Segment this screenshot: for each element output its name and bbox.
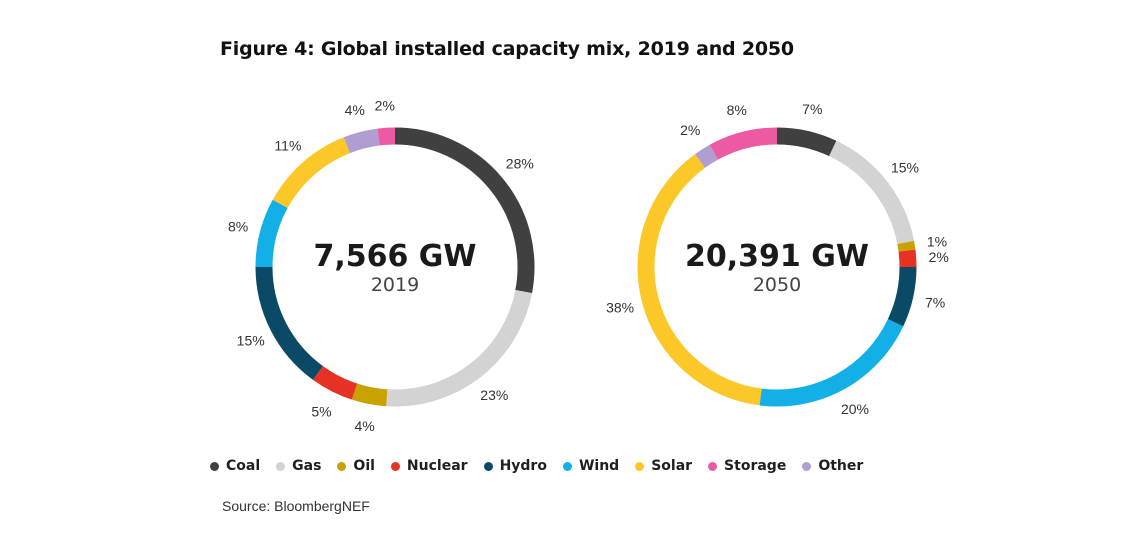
segment-coal	[394, 127, 535, 294]
legend-label: Oil	[353, 458, 375, 474]
legend-label: Solar	[651, 458, 693, 474]
legend-marker	[337, 461, 347, 471]
legend-marker	[562, 461, 572, 471]
segment-solar	[637, 154, 762, 406]
segment-solar	[272, 137, 351, 209]
legend-label: Other	[818, 458, 864, 474]
data-label-solar: 11%	[274, 138, 301, 154]
source-note: Source: BloombergNEF	[222, 498, 370, 514]
data-label-nuclear: 2%	[929, 249, 949, 265]
segment-wind	[255, 199, 288, 268]
legend-marker	[210, 461, 219, 471]
segment-nuclear	[898, 249, 917, 268]
legend-marker	[276, 461, 286, 471]
data-label-gas: 15%	[891, 160, 919, 176]
legend-marker	[802, 461, 812, 471]
data-label-oil: 1%	[927, 234, 947, 250]
segment-oil	[351, 383, 388, 407]
center-total: 7,566 GW	[313, 239, 476, 274]
legend-item-wind: Wind	[562, 458, 620, 474]
segment-storage	[709, 127, 778, 160]
segment-coal	[776, 127, 837, 157]
data-label-coal: 28%	[506, 156, 534, 172]
legend-marker	[635, 461, 645, 471]
data-label-other: 4%	[345, 102, 365, 118]
segment-gas	[386, 289, 533, 407]
data-label-oil: 4%	[354, 418, 374, 434]
legend-item-gas: Gas	[276, 458, 321, 474]
legend-label: Nuclear	[406, 458, 468, 474]
data-label-hydro: 15%	[237, 333, 265, 349]
legend-label: Hydro	[499, 458, 547, 474]
center-total: 20,391 GW	[685, 239, 869, 274]
segment-oil	[897, 240, 916, 252]
data-label-storage: 8%	[727, 102, 747, 118]
center-year: 2050	[753, 274, 801, 296]
legend-label: Wind	[578, 458, 620, 474]
legend-item-solar: Solar	[635, 458, 692, 474]
data-label-solar: 38%	[606, 299, 634, 315]
center-year: 2019	[371, 274, 419, 296]
legend-label: Coal	[226, 458, 261, 474]
segment-nuclear	[313, 365, 358, 400]
data-label-wind: 8%	[228, 219, 248, 235]
legend-label: Storage	[724, 458, 787, 474]
legend-marker	[708, 461, 718, 471]
legend-marker	[390, 461, 400, 471]
legend-marker	[483, 461, 493, 471]
data-label-hydro: 7%	[925, 294, 945, 310]
legend-item-storage: Storage	[708, 458, 786, 474]
legend-item-oil: Oil	[337, 458, 375, 474]
data-label-storage: 2%	[375, 97, 395, 113]
segment-gas	[828, 140, 915, 245]
data-label-gas: 23%	[480, 387, 508, 403]
segment-hydro	[887, 266, 917, 327]
legend-item-nuclear: Nuclear	[390, 458, 468, 474]
segment-wind	[759, 319, 904, 407]
legend-item-hydro: Hydro	[483, 458, 547, 474]
legend-label: Gas	[292, 458, 322, 474]
segment-storage	[377, 127, 396, 146]
legend-item-coal: Coal	[210, 458, 260, 474]
legend-item-other: Other	[802, 458, 863, 474]
chart-title: Figure 4: Global installed capacity mix,…	[220, 38, 794, 60]
data-label-coal: 7%	[802, 101, 822, 117]
legend: Coal Gas Oil Nuclear Hydro Wind Solar Storage Ot…	[210, 458, 879, 474]
segment-other	[695, 144, 719, 168]
data-label-wind: 20%	[841, 401, 869, 417]
segment-other	[343, 128, 380, 154]
data-label-other: 2%	[680, 122, 700, 138]
segment-hydro	[255, 266, 324, 380]
data-label-nuclear: 5%	[311, 403, 331, 419]
